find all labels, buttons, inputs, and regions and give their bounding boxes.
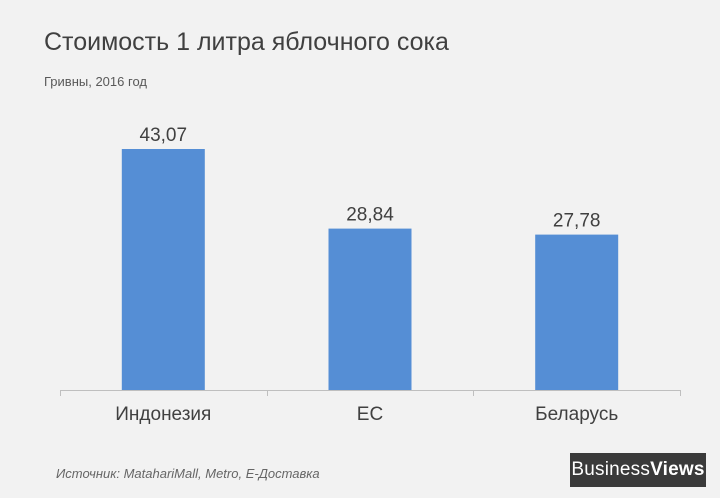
- businessviews-logo: BusinessViews: [570, 453, 706, 487]
- chart-title: Стоимость 1 литра яблочного сока: [44, 28, 449, 56]
- value-label-3: 27,78: [553, 211, 601, 232]
- logo-part-views: Views: [650, 459, 705, 480]
- bar-3: [535, 234, 619, 390]
- value-label-2: 28,84: [346, 205, 394, 226]
- chart-subtitle: Гривны, 2016 год: [44, 74, 147, 89]
- bar-1: [121, 149, 205, 390]
- source-note: Источник: MatahariMall, Metro, E-Доставк…: [56, 466, 320, 481]
- category-label-3: Беларусь: [535, 404, 618, 425]
- category-label-1: Индонезия: [115, 404, 211, 425]
- logo-part-business: Business: [571, 459, 651, 480]
- category-label-2: ЕС: [357, 404, 383, 425]
- value-label-1: 43,07: [140, 125, 188, 146]
- bar-2: [328, 228, 412, 390]
